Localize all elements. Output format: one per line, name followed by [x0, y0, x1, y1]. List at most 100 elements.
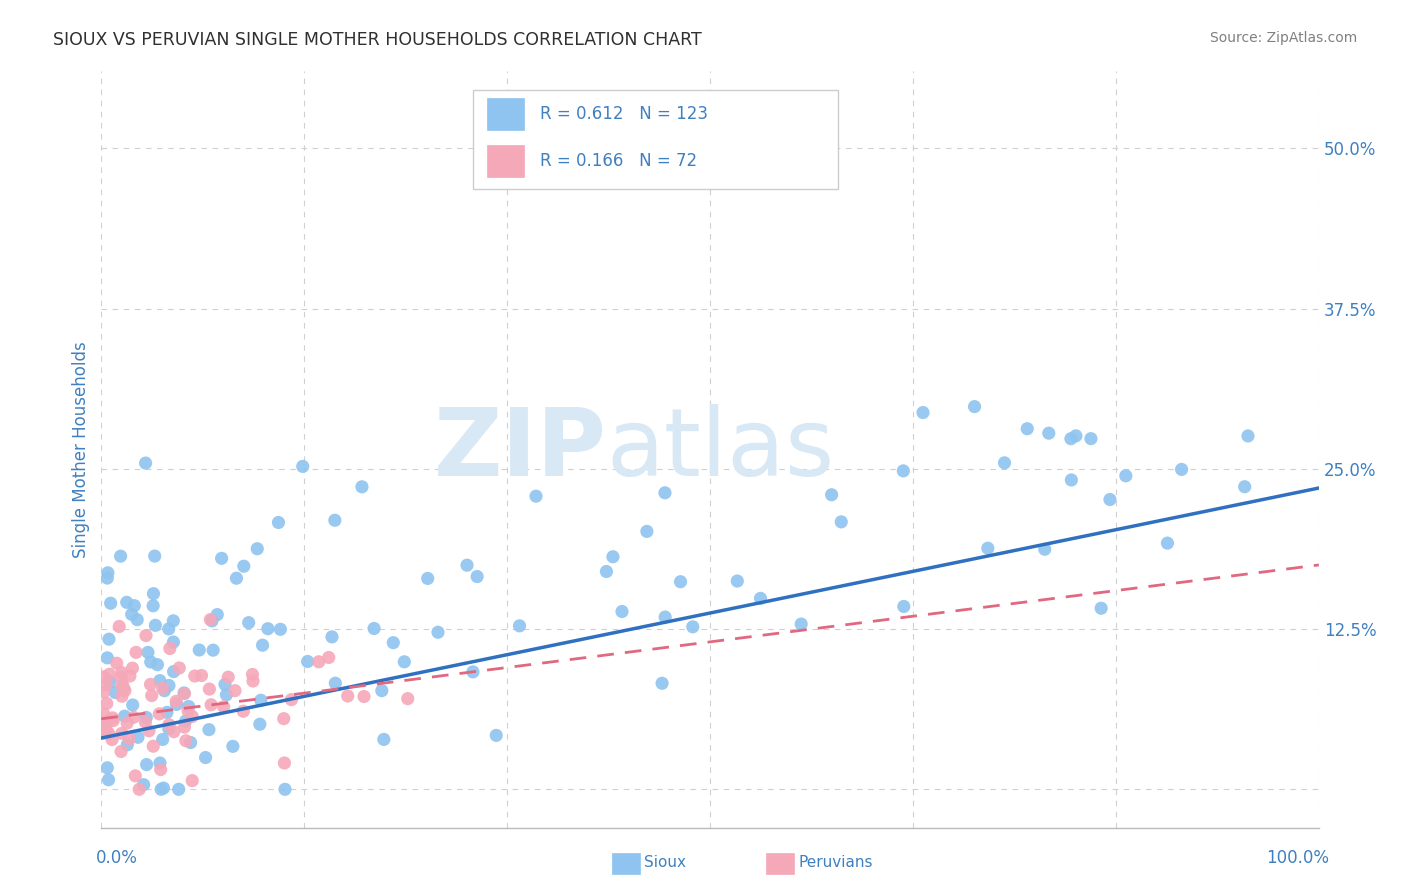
Point — [159, 641, 181, 656]
Point — [1080, 432, 1102, 446]
Point — [148, 706, 170, 721]
Point — [252, 638, 274, 652]
Text: SIOUX VS PERUVIAN SINGLE MOTHER HOUSEHOLDS CORRELATION CHART: SIOUX VS PERUVIAN SINGLE MOTHER HOUSEHOL… — [53, 31, 702, 49]
Point — [267, 516, 290, 530]
Point — [188, 643, 211, 657]
Point — [118, 669, 141, 683]
Point — [993, 456, 1015, 470]
Point — [115, 716, 138, 731]
Point — [893, 599, 915, 614]
Point — [911, 406, 934, 420]
Point — [146, 657, 169, 672]
Point — [273, 712, 295, 726]
Point — [201, 614, 224, 628]
Point — [112, 681, 135, 696]
Point — [121, 607, 143, 622]
Point — [111, 690, 134, 704]
Point — [238, 615, 260, 630]
Point — [321, 630, 343, 644]
Point — [135, 629, 157, 643]
Point — [654, 610, 676, 624]
Point — [93, 706, 115, 721]
Point — [1170, 462, 1192, 476]
Point — [636, 524, 658, 539]
Text: 0.0%: 0.0% — [96, 849, 138, 867]
Point — [214, 677, 236, 691]
Point — [1233, 480, 1256, 494]
Point — [396, 691, 419, 706]
Point — [96, 697, 118, 711]
Text: R = 0.166   N = 72: R = 0.166 N = 72 — [540, 152, 697, 169]
Point — [211, 551, 233, 566]
Point — [142, 599, 165, 613]
Point — [1156, 536, 1178, 550]
Point — [103, 714, 125, 728]
Bar — [488, 145, 524, 177]
Point — [152, 681, 174, 696]
Point — [127, 613, 149, 627]
Point — [790, 617, 813, 632]
Text: Sioux: Sioux — [644, 855, 686, 870]
Point — [416, 571, 439, 585]
Point — [198, 682, 221, 697]
Point — [94, 718, 117, 732]
Point — [198, 723, 221, 737]
Point — [224, 683, 246, 698]
Point — [98, 667, 121, 681]
Point — [318, 650, 340, 665]
Point — [142, 739, 165, 754]
Point — [93, 685, 115, 699]
Point — [139, 655, 162, 669]
Point — [325, 676, 347, 690]
Point — [165, 694, 187, 708]
Point — [194, 750, 217, 764]
Point — [373, 732, 395, 747]
Point — [202, 643, 225, 657]
Point — [138, 723, 160, 738]
Point — [108, 619, 131, 633]
Point — [97, 566, 120, 580]
Point — [485, 728, 508, 742]
Text: R = 0.612   N = 123: R = 0.612 N = 123 — [540, 104, 707, 123]
Point — [217, 670, 239, 684]
Point — [280, 692, 302, 706]
Text: Peruvians: Peruvians — [799, 855, 873, 870]
Point — [1033, 542, 1056, 557]
Point — [152, 732, 174, 747]
Point — [246, 541, 269, 556]
Point — [163, 724, 186, 739]
Point — [651, 676, 673, 690]
Point — [350, 480, 373, 494]
Bar — [488, 98, 524, 129]
Point — [96, 714, 118, 729]
Point — [157, 717, 180, 731]
Point — [654, 485, 676, 500]
Point — [111, 665, 134, 680]
Point — [1090, 601, 1112, 615]
Point — [242, 673, 264, 688]
Point — [135, 757, 157, 772]
Point — [830, 515, 852, 529]
Point — [145, 618, 167, 632]
Point — [1017, 422, 1039, 436]
Point — [249, 717, 271, 731]
Point — [215, 688, 238, 702]
Point — [97, 726, 120, 740]
Point — [222, 739, 245, 754]
Point — [190, 668, 212, 682]
Point — [257, 622, 280, 636]
Point — [394, 655, 416, 669]
Point — [297, 655, 319, 669]
Point — [273, 756, 295, 770]
Point — [1115, 468, 1137, 483]
Point — [110, 549, 132, 564]
Point — [150, 782, 173, 797]
Point — [382, 635, 405, 649]
Point — [427, 625, 450, 640]
Point — [169, 661, 191, 675]
Point — [142, 587, 165, 601]
Point — [610, 605, 633, 619]
Point — [149, 763, 172, 777]
Point — [891, 464, 914, 478]
Point — [93, 670, 115, 684]
